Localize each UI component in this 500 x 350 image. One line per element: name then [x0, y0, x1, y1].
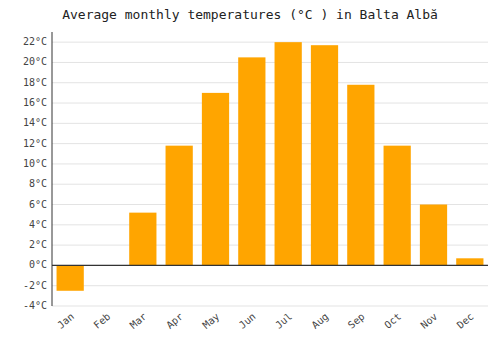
y-tick-label: 16°C: [23, 97, 47, 108]
x-tick-label: Jan: [55, 311, 76, 331]
x-axis: Jan Feb Mar Apr May Jun Jul Aug Sep Oct Nov Dec: [55, 311, 476, 331]
bar: [311, 45, 338, 265]
grid-line: [52, 143, 488, 144]
grid-line: [52, 82, 488, 83]
grid-line: [52, 103, 488, 104]
grid-line: [52, 163, 488, 164]
y-tick-label: 14°C: [23, 117, 47, 128]
bar: [57, 265, 84, 290]
x-tick-label: Nov: [419, 311, 440, 331]
x-tick-label: Jun: [237, 311, 258, 331]
y-tick-label: 2°C: [29, 239, 47, 250]
y-tick-label: 6°C: [29, 199, 47, 210]
bar: [420, 205, 447, 266]
bar: [238, 57, 265, 265]
grid-line: [52, 62, 488, 63]
bar: [202, 93, 229, 266]
bar: [456, 258, 483, 265]
chart-svg: Average monthly temperatures (°C ) in Ba…: [0, 0, 500, 350]
bar: [384, 146, 411, 266]
y-tick-label: 18°C: [23, 77, 47, 88]
y-tick-label: 12°C: [23, 138, 47, 149]
x-tick-label: Jul: [273, 311, 294, 331]
grid-line: [52, 184, 488, 185]
x-tick-label: Oct: [382, 311, 403, 331]
bar: [347, 85, 374, 266]
y-tick-label: 20°C: [23, 56, 47, 67]
bar: [166, 146, 193, 266]
x-tick-label: Dec: [455, 311, 476, 331]
grid-line: [52, 265, 488, 266]
x-tick-label: May: [201, 311, 222, 331]
x-tick-label: Feb: [92, 311, 113, 331]
y-tick-label: 22°C: [23, 36, 47, 47]
y-tick-label: 8°C: [29, 178, 47, 189]
x-tick-label: Sep: [346, 311, 367, 331]
y-tick-label: -4°C: [23, 300, 47, 311]
bar: [129, 213, 156, 266]
grid-line: [52, 306, 488, 307]
y-axis: -4°C -2°C 0°C 2°C 4°C 6°C 8°C 10°C 12°C 14°C 16°C 1…: [23, 32, 52, 311]
zero-line: [52, 265, 488, 266]
title: Average monthly temperatures (°C ) in Ba…: [62, 7, 438, 22]
y-tick-label: 4°C: [29, 219, 47, 230]
grid-line: [52, 285, 488, 286]
bars: [57, 42, 484, 291]
grid: [52, 42, 488, 306]
grid-line: [52, 42, 488, 43]
y-tick-label: 0°C: [29, 259, 47, 270]
y-tick-label: 10°C: [23, 158, 47, 169]
x-tick-label: Aug: [310, 311, 331, 331]
y-tick-label: -2°C: [23, 280, 47, 291]
x-tick-label: Mar: [128, 311, 149, 331]
x-tick-label: Apr: [164, 311, 185, 331]
grid-line: [52, 123, 488, 124]
chart-container: Average monthly temperatures (°C ) in Ba…: [0, 0, 500, 350]
bar: [275, 42, 302, 265]
